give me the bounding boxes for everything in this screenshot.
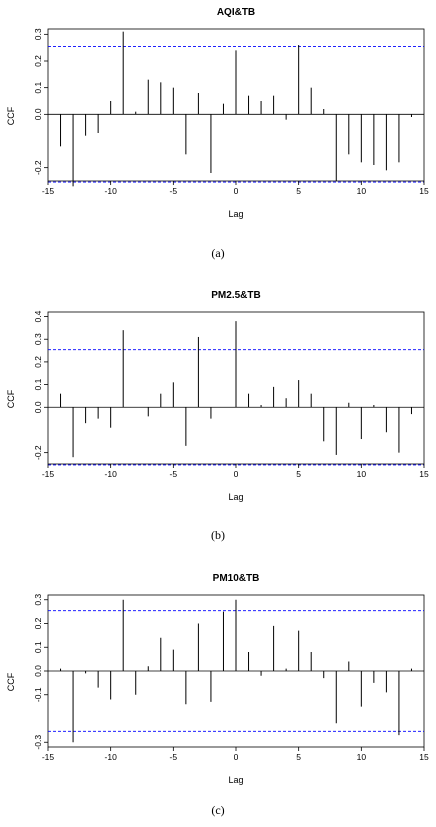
- caption-b: (b): [211, 528, 225, 542]
- x-tick-label: -10: [105, 752, 118, 762]
- y-tick-label: -0.2: [33, 445, 43, 460]
- y-tick-label: 0.0: [33, 108, 43, 120]
- x-tick-label: -10: [105, 469, 118, 479]
- y-tick-label: 0.1: [33, 641, 43, 653]
- y-tick-label: 0.4: [33, 310, 43, 322]
- ccf-chart-b: PM2.5&TB CCF Lag -15 -10 -5 0 5 10 15 -0.2 0.0 0.…: [6, 290, 429, 502]
- x-tick-label: 5: [296, 752, 301, 762]
- x-tick-label: 15: [419, 752, 429, 762]
- ccf-chart-a: AQI&TB CCF Lag -15 -10 -5 0 5 10 15 -0.2 0.0 0.1 0…: [6, 7, 429, 219]
- x-tick-label: 15: [419, 186, 429, 196]
- y-tick-label: 0.1: [33, 81, 43, 93]
- x-tick-label: -10: [105, 186, 118, 196]
- x-tick-label: 0: [234, 186, 239, 196]
- x-tick-label: 10: [357, 752, 367, 762]
- x-tick-label: -15: [42, 469, 55, 479]
- y-tick-label: 0.3: [33, 28, 43, 40]
- x-tick-label: -5: [170, 186, 178, 196]
- y-tick-label: 0.1: [33, 378, 43, 390]
- x-tick-label: -15: [42, 186, 55, 196]
- x-axis-label: Lag: [228, 492, 243, 502]
- x-tick-label: 0: [234, 469, 239, 479]
- ccf-chart-c: PM10&TB CCF Lag -15 -10 -5 0 5 10 15 -0.3 -0.1 0.…: [6, 573, 429, 785]
- y-tick-label: 0.2: [33, 617, 43, 629]
- x-tick-label: 0: [234, 752, 239, 762]
- y-axis-label: CCF: [6, 389, 16, 408]
- caption-c: (c): [211, 803, 225, 817]
- chart-title: PM10&TB: [213, 573, 260, 584]
- y-tick-label: 0.3: [33, 333, 43, 345]
- x-tick-label: 5: [296, 469, 301, 479]
- x-tick-label: 10: [357, 186, 367, 196]
- panel-a: AQI&TB CCF Lag -15 -10 -5 0 5 10 15 -0.2 0.0 0.1 0…: [0, 0, 436, 272]
- x-axis-label: Lag: [228, 775, 243, 785]
- y-tick-label: 0.2: [33, 356, 43, 368]
- x-tick-label: 15: [419, 469, 429, 479]
- y-tick-label: 0.3: [33, 594, 43, 606]
- chart-title: PM2.5&TB: [211, 290, 260, 301]
- chart-title: AQI&TB: [217, 7, 255, 18]
- y-axis-label: CCF: [6, 106, 16, 125]
- y-tick-label: -0.1: [33, 687, 43, 702]
- y-tick-label: 0.2: [33, 55, 43, 67]
- x-tick-label: 5: [296, 186, 301, 196]
- y-tick-label: 0.0: [33, 401, 43, 413]
- x-tick-label: -5: [170, 752, 178, 762]
- x-tick-label: 10: [357, 469, 367, 479]
- y-axis-label: CCF: [6, 672, 16, 691]
- panel-b: PM2.5&TB CCF Lag -15 -10 -5 0 5 10 15 -0.2 0.0 0.…: [0, 283, 436, 555]
- caption-a: (a): [211, 246, 225, 260]
- x-axis-label: Lag: [228, 209, 243, 219]
- y-tick-label: -0.3: [33, 735, 43, 750]
- y-tick-label: -0.2: [33, 160, 43, 175]
- panel-c: PM10&TB CCF Lag -15 -10 -5 0 5 10 15 -0.3 -0.1 0.…: [0, 566, 436, 827]
- x-tick-label: -15: [42, 752, 55, 762]
- y-tick-label: 0.0: [33, 665, 43, 677]
- x-tick-label: -5: [170, 469, 178, 479]
